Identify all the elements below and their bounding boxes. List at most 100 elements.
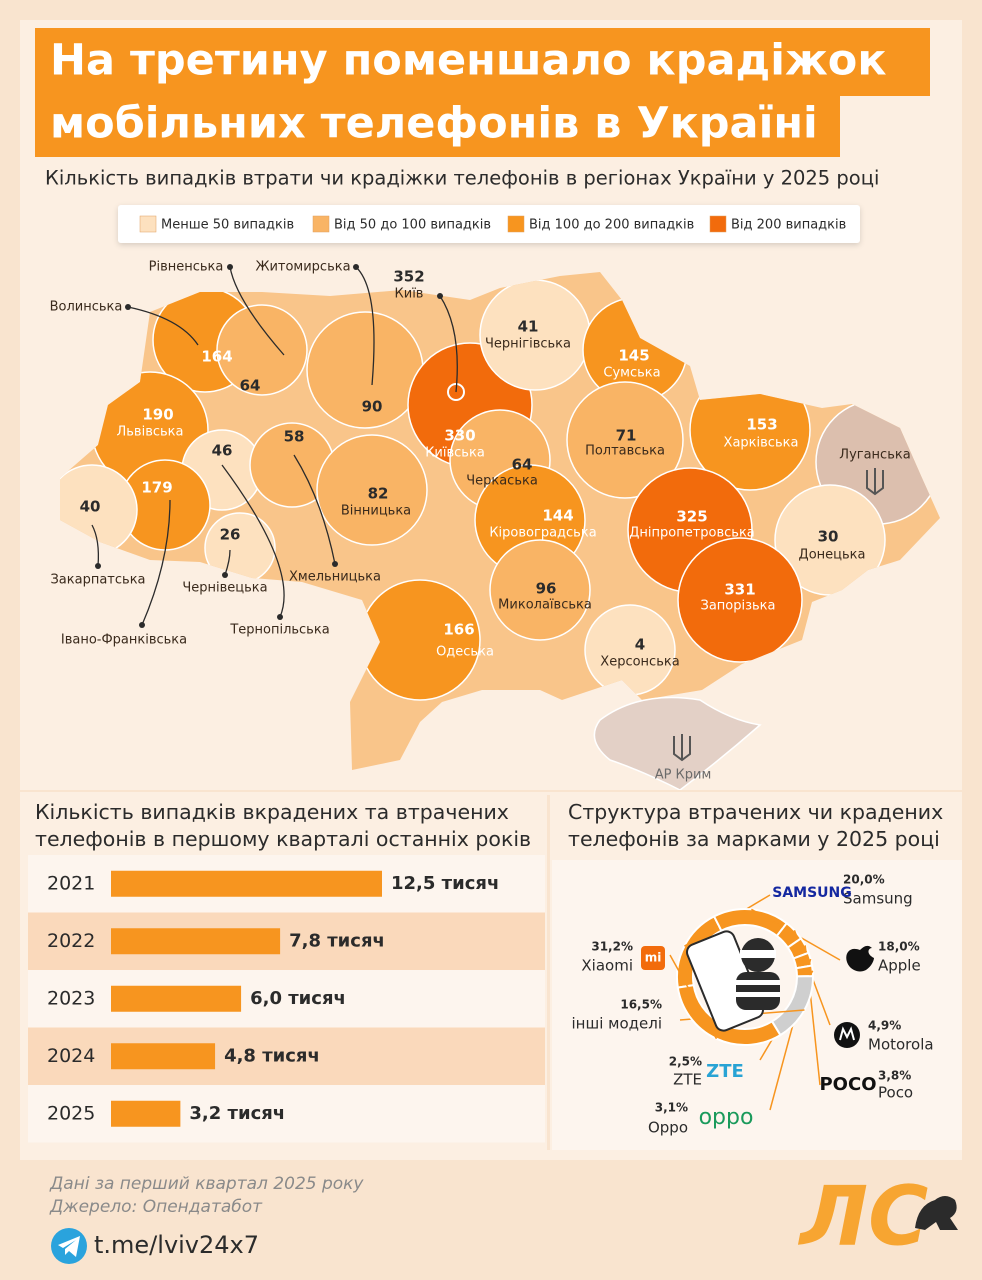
brand-logo: mi [645, 951, 662, 965]
row-band [28, 912, 545, 970]
brand-name: інші моделі [572, 1015, 662, 1033]
footer-note: Джерело: Опендатабот [49, 1197, 263, 1217]
legend-swatch [312, 215, 330, 233]
region-value: 64 [240, 377, 261, 395]
leader-line [127, 306, 199, 346]
subtitle: Кількість випадків втрати чи крадіжки те… [45, 167, 879, 190]
region-name: Волинська [50, 300, 123, 315]
trident-icon [866, 468, 884, 496]
region-area [316, 434, 428, 546]
region-name: Полтавська [585, 444, 665, 459]
leader-line [229, 266, 285, 356]
chart-title: Кількість випадків вкрадених та втрачени… [35, 800, 509, 824]
bar [111, 870, 382, 897]
region-name: Донецька [799, 548, 866, 563]
region-name: Хмельницька [289, 570, 381, 585]
region-value: 64 [512, 456, 533, 474]
value-label: 3,1% [655, 1101, 688, 1115]
leader-dot [95, 563, 101, 569]
region-name: Житомирська [255, 260, 350, 275]
brand-name: Oppo [648, 1119, 688, 1137]
leader-dot [139, 622, 145, 628]
region-value: 46 [212, 442, 233, 460]
region-value: 71 [616, 427, 637, 445]
divider [547, 795, 550, 1150]
region-name: Запорізька [700, 599, 775, 614]
bar [111, 928, 281, 955]
leader-line [221, 464, 285, 618]
region-name: Сумська [603, 366, 660, 381]
occupied-region [593, 696, 762, 791]
region-name: Кіровоградська [489, 526, 596, 541]
brand-logo: SAMSUNG [772, 885, 852, 901]
region-value: 90 [362, 398, 383, 416]
bar [111, 985, 242, 1012]
region-name: Херсонська [600, 655, 679, 670]
region-name: Дніпропетровська [629, 526, 755, 541]
value-label: 4,8 тисяч [224, 1045, 320, 1066]
region-value: 153 [746, 416, 777, 434]
brand-name: Poco [878, 1084, 913, 1102]
value-label: 7,8 тисяч [289, 930, 385, 951]
region-name: Львівська [117, 425, 184, 440]
region-name: Вінницька [341, 504, 411, 519]
region-area [216, 304, 308, 396]
thief-body [736, 972, 780, 1010]
brand-logo: POCO [819, 1074, 876, 1095]
value-label: 3,2 тисяч [189, 1103, 285, 1124]
donut-segment [676, 983, 782, 1046]
motorola-mark [839, 1026, 855, 1041]
brand-name: Motorola [868, 1036, 934, 1054]
trident-icon [673, 734, 691, 762]
region-value: 325 [676, 508, 707, 526]
brand-logo: oppo [699, 1105, 754, 1130]
chart-title: телефонів в першому кварталі останніх ро… [35, 827, 531, 851]
value-label: 31,2% [591, 940, 633, 954]
region-value: 331 [724, 581, 755, 599]
brand-logo: ЛС [797, 1169, 928, 1264]
title-box [35, 95, 840, 157]
category-label: 2023 [47, 987, 95, 1009]
divider [20, 790, 962, 792]
row-band [28, 1085, 545, 1143]
region-name: Закарпатська [50, 573, 145, 588]
leader-line [669, 954, 718, 1040]
legend: Менше 50 випадків Від 50 до 100 випадків В… [139, 215, 846, 233]
category-label: 2024 [47, 1045, 95, 1067]
footer-note: Дані за перший квартал 2025 року [49, 1174, 364, 1194]
value-label: 4,9% [868, 1019, 901, 1033]
telegram-link[interactable]: t.me/lviv24x7 [94, 1231, 259, 1259]
leader-dot [437, 293, 443, 299]
lion-emblem [915, 1196, 958, 1230]
value-label: 6,0 тисяч [250, 988, 346, 1009]
telegram-plane [58, 1236, 80, 1257]
region-name: Київська [425, 446, 485, 461]
value-label: 12,5 тисяч [391, 873, 499, 894]
region-value: 190 [142, 406, 173, 424]
leader-dot [353, 264, 359, 270]
apple-logo [846, 945, 874, 972]
region-name: Чернігівська [485, 337, 571, 352]
region-value: 82 [368, 485, 389, 503]
chart-title: телефонів за марками у 2025 році [568, 827, 940, 851]
leader-line [293, 454, 336, 565]
value-label: 3,8% [878, 1069, 911, 1083]
telegram-icon[interactable] [51, 1228, 87, 1264]
category-label: 2025 [47, 1102, 95, 1124]
title: мобільних телефонів в Україні [50, 99, 818, 149]
bar [111, 1043, 216, 1070]
region-value: 58 [284, 428, 305, 446]
title: На третину поменшало крадіжок [50, 36, 887, 86]
logo-box [641, 946, 665, 970]
value-label: 18,0% [878, 940, 920, 954]
region-area [584, 604, 676, 696]
legend-swatch [507, 215, 525, 233]
donut-chart: Структура втрачених чи крадених телефонів… [552, 800, 962, 1150]
region-value: 330 [444, 427, 475, 445]
chart-title: Структура втрачених чи крадених [568, 800, 943, 824]
region-area [566, 381, 684, 499]
region-value: 4 [635, 636, 645, 654]
leader-line [355, 266, 375, 386]
region-name: Одеська [436, 645, 494, 660]
